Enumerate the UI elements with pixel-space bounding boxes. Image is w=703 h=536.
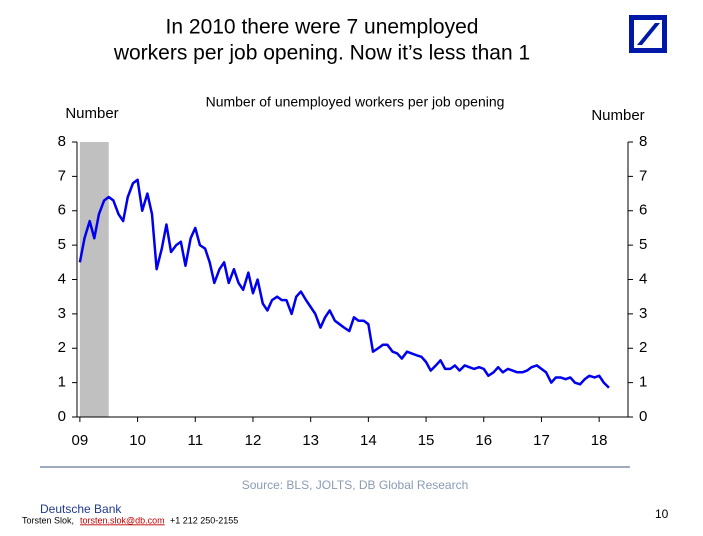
title-line: In 2010 there were 7 unemployed bbox=[166, 16, 479, 39]
y-tick-label: 5 bbox=[58, 236, 66, 253]
footer-author: Torsten Slok, bbox=[22, 515, 74, 525]
page-number: 10 bbox=[655, 507, 669, 521]
source: Source: BLS, JOLTS, DB Global Research bbox=[242, 478, 469, 492]
y-axis-label: Number bbox=[65, 105, 118, 122]
logo bbox=[629, 15, 667, 53]
y-tick-label: 6 bbox=[58, 202, 66, 219]
footer-company: Deutsche Bank bbox=[40, 502, 122, 516]
y2-axis-label: Number bbox=[591, 107, 644, 124]
y2-tick-label: 3 bbox=[639, 305, 647, 322]
y-tick-label: 2 bbox=[58, 339, 66, 356]
x-tick-label: 18 bbox=[591, 432, 608, 449]
subtitle: Number of unemployed workers per job ope… bbox=[206, 94, 505, 110]
y2-tick-label: 7 bbox=[639, 167, 647, 184]
y-tick-label: 1 bbox=[58, 374, 66, 391]
x-tick-label: 15 bbox=[418, 432, 435, 449]
footer-email[interactable]: torsten.slok@db.com bbox=[80, 515, 165, 525]
y2-tick-label: 4 bbox=[639, 270, 647, 287]
y-tick-label: 0 bbox=[58, 408, 66, 425]
y2-tick-label: 2 bbox=[639, 339, 647, 356]
x-tick-label: 12 bbox=[245, 432, 262, 449]
y-tick-label: 8 bbox=[58, 133, 66, 150]
y-tick-label: 4 bbox=[58, 270, 66, 287]
y2-tick-label: 1 bbox=[639, 374, 647, 391]
title-line: workers per job opening. Now it’s less t… bbox=[113, 42, 530, 65]
x-tick-label: 14 bbox=[360, 432, 377, 449]
y2-tick-label: 0 bbox=[639, 408, 647, 425]
recession-band bbox=[79, 142, 109, 417]
data-line bbox=[78, 178, 610, 389]
x-tick-label: 10 bbox=[129, 432, 146, 449]
y2-tick-label: 6 bbox=[639, 202, 647, 219]
y-tick-label: 7 bbox=[58, 167, 66, 184]
footer-phone: +1 212 250-2155 bbox=[170, 515, 238, 525]
x-tick-label: 13 bbox=[302, 432, 319, 449]
x-tick-label: 17 bbox=[533, 432, 550, 449]
y2-tick-label: 5 bbox=[639, 236, 647, 253]
x-tick-label: 09 bbox=[72, 432, 89, 449]
y-tick-label: 3 bbox=[58, 305, 66, 322]
x-tick-label: 11 bbox=[187, 432, 203, 449]
y2-tick-label: 8 bbox=[639, 133, 647, 150]
x-tick-label: 16 bbox=[475, 432, 492, 449]
